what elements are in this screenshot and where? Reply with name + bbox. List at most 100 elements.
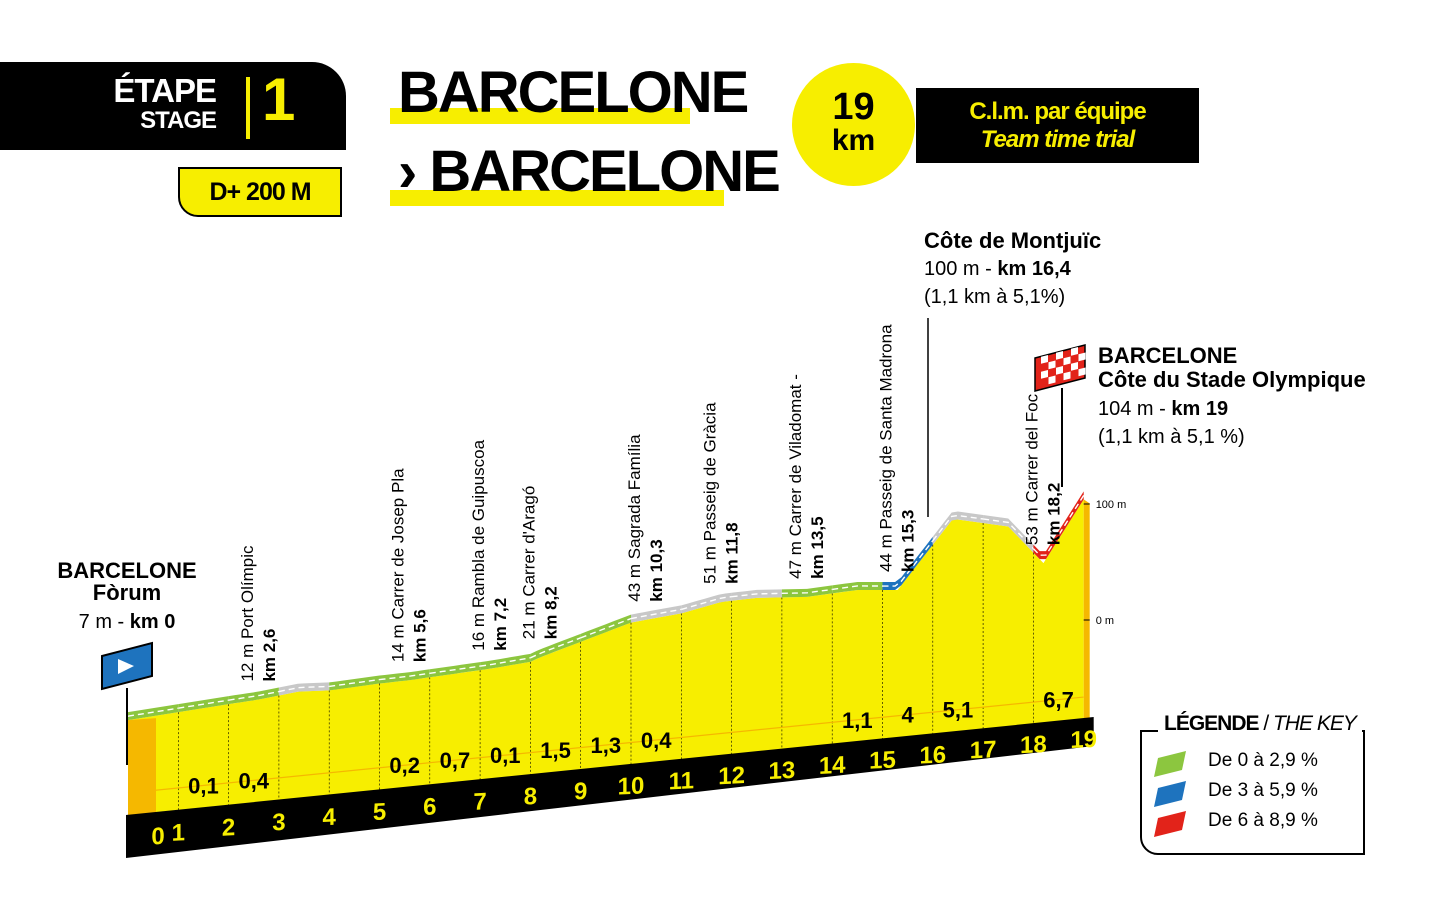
checker-square: [1078, 352, 1086, 362]
km-label: 3: [272, 809, 285, 837]
km-label: 6: [423, 793, 436, 821]
legend-title-en: THE KEY: [1273, 712, 1357, 735]
gradient-segment: [530, 633, 581, 662]
waypoint-km: km 15,3: [899, 510, 918, 572]
km-label: 10: [618, 772, 645, 800]
km-label: 9: [574, 778, 587, 806]
segment-gradient: 0,4: [238, 768, 269, 793]
title-band-1: [390, 108, 690, 124]
waypoint-label: 43 m Sagrada Família: [625, 434, 644, 602]
title-line-1: BARCELONE: [398, 60, 749, 125]
legend-item-green: De 0 à 2,9 %: [1208, 750, 1318, 771]
finish-checker: [1041, 346, 1086, 385]
checker-square: [1063, 371, 1071, 381]
baseline-line: [127, 696, 1084, 794]
waypoint-km: km 11,8: [723, 522, 742, 583]
segment-dash: [832, 585, 883, 591]
title-band-2: [390, 190, 724, 206]
stage-type-fr: C.l.m. par équipe: [969, 98, 1146, 125]
km-label: 14: [819, 752, 846, 780]
stage-type-box: C.l.m. par équipe Team time trial: [916, 88, 1199, 163]
legend-swatches: [1154, 751, 1186, 837]
segment-dash: [932, 514, 984, 542]
checker-square: [1056, 365, 1063, 375]
km-label: 13: [769, 757, 796, 785]
finish-flag-icon: [1034, 344, 1086, 392]
legend-item-red: De 6 à 8,9 %: [1208, 810, 1318, 831]
segment-dash: [278, 685, 330, 693]
stage-type-en: Team time trial: [980, 126, 1136, 153]
waypoint-km: km 2,6: [260, 629, 279, 682]
waypoint-label: 12 m Port Olímpic: [238, 545, 257, 682]
segment-dash: [530, 637, 581, 659]
legend-item-blue: De 3 à 5,9 %: [1208, 780, 1318, 801]
waypoint-label: 53 m Carrer del Foc: [1022, 393, 1041, 545]
km-band: [126, 717, 1094, 858]
waypoint-km: km 7,2: [491, 598, 510, 651]
ytick-label: 0 m: [1096, 615, 1114, 627]
checker-square: [1071, 346, 1078, 356]
segment-dash: [480, 657, 531, 667]
segment-gradient: 0,1: [490, 743, 521, 768]
start-km: km 0: [130, 611, 176, 633]
waypoint-name: 21 m Carrer d'Aragó: [519, 486, 538, 639]
km-label: 2: [222, 814, 235, 842]
segment-dash: [731, 592, 782, 598]
gradient-segment: [781, 585, 833, 598]
stage-word: ÉTAPE STAGE: [98, 72, 217, 133]
waypoint-label: 44 m Passeig de Santa Madrona: [877, 324, 896, 572]
segment-dash: [429, 665, 481, 674]
distance-unit: km: [831, 124, 876, 157]
segment-gradient: 1,1: [842, 708, 873, 733]
km-label: 0: [151, 823, 164, 851]
climb-km: km 16,4: [997, 258, 1071, 280]
waypoint-label: 47 m Carrer de Viladomat -: [786, 374, 805, 579]
km-label: 1: [172, 819, 185, 847]
segment-gradient: 1,3: [591, 733, 622, 758]
km-label: 18: [1020, 731, 1047, 759]
checker-square: [1048, 375, 1056, 385]
segment-dash: [580, 617, 632, 639]
profile-top-group: [127, 491, 1085, 721]
segment-dash: [329, 678, 380, 688]
segment-dash: [127, 707, 179, 717]
ytick-label: 100 m: [1096, 499, 1127, 511]
segment-gradient: 5,1: [943, 698, 974, 723]
km-grid-group: [127, 503, 1090, 810]
climb-alt-km: 100 m - km 16,4: [924, 258, 1072, 280]
km-label: 8: [524, 783, 537, 811]
km-band-group: 0 1 2 3 4 5 6 7 8 9 10 11 12 13 14 15 16 17 18 19: [126, 717, 1097, 858]
km-label: 16: [919, 741, 946, 769]
finish-name-1: BARCELONE: [1098, 343, 1237, 368]
profile-area: [128, 499, 1084, 815]
checker-square: [1063, 356, 1071, 366]
legend-title: LÉGENDE / THE KEY: [1158, 712, 1362, 736]
segment-gradient: 0,4: [641, 728, 672, 753]
start-wedge: [128, 718, 156, 815]
gradient-segment: [832, 581, 883, 594]
gradient-segment: [278, 682, 330, 696]
segment-dash: [882, 540, 934, 587]
waypoint-name: 43 m Sagrada Família: [625, 434, 644, 602]
gradient-segment: [1033, 491, 1084, 560]
checker-square: [1048, 360, 1056, 370]
waypoint-label: 16 m Rambla de Guipuscoa: [469, 439, 488, 650]
stage-number: 1: [262, 66, 296, 133]
waypoint-name: 53 m Carrer del Foc: [1022, 393, 1041, 545]
waypoint-km: km 18,2: [1044, 483, 1063, 545]
km-label: 19: [1070, 726, 1097, 754]
stage-word-fr: ÉTAPE: [113, 72, 217, 109]
climb-detail: (1,1 km à 5,1%): [924, 286, 1065, 308]
segment-dash: [1032, 494, 1085, 556]
km-label: 17: [970, 736, 997, 764]
segment-gradient: 4: [902, 703, 915, 728]
waypoint-km: km 13,5: [808, 516, 827, 578]
km-label: 4: [323, 804, 337, 832]
segment-dash: [781, 588, 833, 595]
finish-alt-km: 104 m - km 19: [1098, 398, 1228, 420]
gradient-segment: [731, 589, 782, 601]
legend-title-sep: /: [1258, 712, 1274, 735]
stage-header-box: [0, 62, 346, 150]
legend-title-fr: LÉGENDE: [1164, 712, 1260, 735]
